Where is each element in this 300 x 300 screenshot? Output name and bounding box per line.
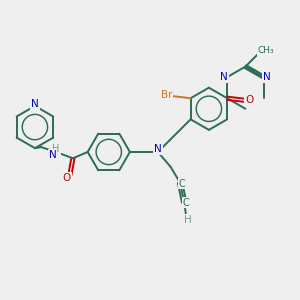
Text: H: H xyxy=(184,215,192,225)
Text: O: O xyxy=(63,172,71,183)
Text: N: N xyxy=(154,144,162,154)
Text: CH₃: CH₃ xyxy=(257,46,274,55)
Text: N: N xyxy=(263,72,271,82)
Text: C: C xyxy=(178,178,185,188)
Text: Br: Br xyxy=(160,90,172,100)
Text: H: H xyxy=(52,144,60,154)
Text: C: C xyxy=(183,198,190,208)
Text: N: N xyxy=(49,150,56,160)
Text: N: N xyxy=(31,99,39,109)
Text: N: N xyxy=(220,72,228,82)
Text: O: O xyxy=(245,95,253,105)
